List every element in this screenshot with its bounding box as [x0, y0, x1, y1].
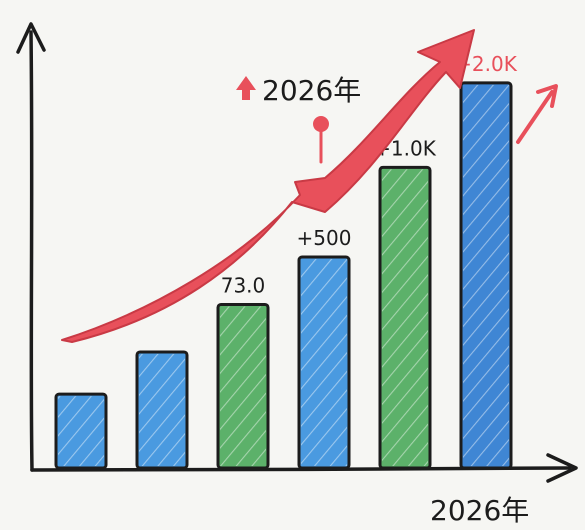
- trend-label: 2026年: [262, 74, 361, 107]
- bars-group: [54, 81, 513, 470]
- bar-hatch-1: [58, 396, 104, 466]
- x-axis-arrowhead: [546, 453, 578, 483]
- up-arrow-icon: [236, 76, 256, 100]
- x-axis-label: 2026年: [430, 494, 529, 527]
- bar-hatch-6: [463, 84, 509, 467]
- y-axis-arrowhead: [16, 22, 46, 54]
- small-red-arrow-icon: [516, 90, 554, 144]
- small-red-arrowhead: [536, 84, 558, 108]
- y-axis: [29, 30, 34, 472]
- trend-arrow: [61, 29, 475, 343]
- pin-head: [313, 116, 329, 132]
- bar-label-3: 73.0: [221, 273, 266, 297]
- bar-hatch-5: [382, 169, 428, 466]
- bar-hatch-3: [220, 306, 266, 466]
- bar-hatch-2: [139, 353, 185, 466]
- bar-hatch-4: [301, 259, 347, 466]
- bar-label-4: +500: [297, 226, 352, 250]
